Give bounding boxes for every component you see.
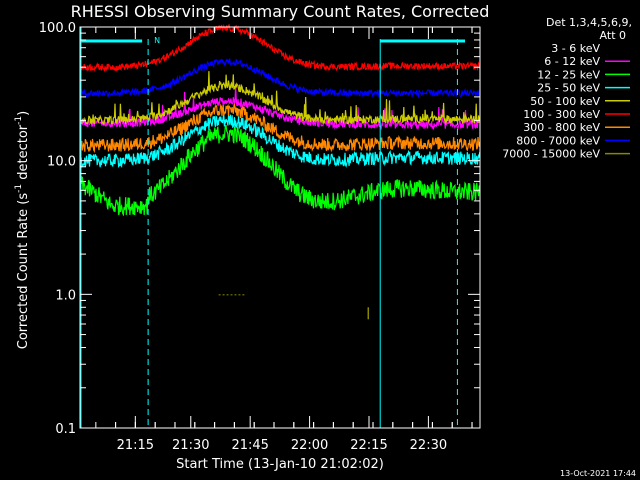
series-8-point-0	[218, 294, 221, 296]
night-marker-label: N	[154, 36, 160, 45]
x-tick-label-2: 21:45	[231, 438, 268, 453]
night-marker-layer: N	[80, 27, 465, 428]
series-8-point-spike	[367, 307, 370, 320]
legend-header-line-1: Det 1,3,4,5,6,9,	[546, 16, 632, 29]
series-0-line	[79, 96, 481, 150]
series-8-point-3	[230, 294, 233, 296]
x-tick-label-3: 22:00	[291, 438, 328, 453]
legend-label-3: 25 - 50 keV	[537, 82, 600, 95]
series-3-line	[79, 114, 481, 169]
x-tick-label-5: 22:30	[410, 438, 447, 453]
y-tick-label-0: 0.1	[55, 422, 76, 437]
y-tick-label-1: 1.0	[55, 288, 76, 303]
series-8-point-6	[242, 294, 245, 296]
timestamp: 13-Oct-2021 17:44	[560, 469, 636, 478]
legend-label-1: 6 - 12 keV	[544, 55, 600, 68]
series-layer	[79, 23, 481, 320]
series-2-line	[79, 124, 481, 217]
y-axis-label: Corrected Count Rate (s-1 detector-1)	[14, 111, 31, 349]
plot-frame	[79, 26, 481, 429]
series-6-line	[79, 103, 481, 154]
chart-title: RHESSI Observing Summary Count Rates, Co…	[71, 2, 490, 21]
legend-header-line-2: Att 0	[600, 29, 626, 42]
legend-label-7: 800 - 7000 keV	[516, 134, 600, 147]
y-tick-label-2: 10.0	[47, 155, 76, 170]
x-axis-label: Start Time (13-Jan-10 21:02:02)	[176, 457, 384, 472]
x-tick-label-4: 22:15	[350, 438, 387, 453]
legend-label-4: 50 - 100 keV	[530, 95, 600, 108]
legend-label-6: 300 - 800 keV	[523, 121, 600, 134]
series-7-line	[79, 58, 481, 99]
y-tick-label-3: 100.0	[39, 21, 76, 36]
series-8	[218, 294, 370, 320]
legend-label-8: 7000 - 15000 keV	[502, 148, 600, 161]
series-8-point-4	[234, 294, 237, 296]
legend-label-5: 100 - 300 keV	[523, 108, 600, 121]
series-8-point-5	[238, 294, 241, 296]
legend-label-2: 12 - 25 keV	[537, 68, 600, 81]
x-tick-label-0: 21:15	[117, 438, 154, 453]
series-4-line	[79, 71, 481, 127]
series-5-line	[79, 23, 481, 73]
series-8-point-1	[222, 294, 225, 296]
axes-layer: 0.1 1.0 10.0 100.0 21:15 21:30 21:45 22:00 22:15…	[39, 21, 481, 453]
series-8-point-2	[226, 294, 229, 296]
x-tick-label-1: 21:30	[172, 438, 209, 453]
legend-label-0: 3 - 6 keV	[551, 42, 600, 55]
